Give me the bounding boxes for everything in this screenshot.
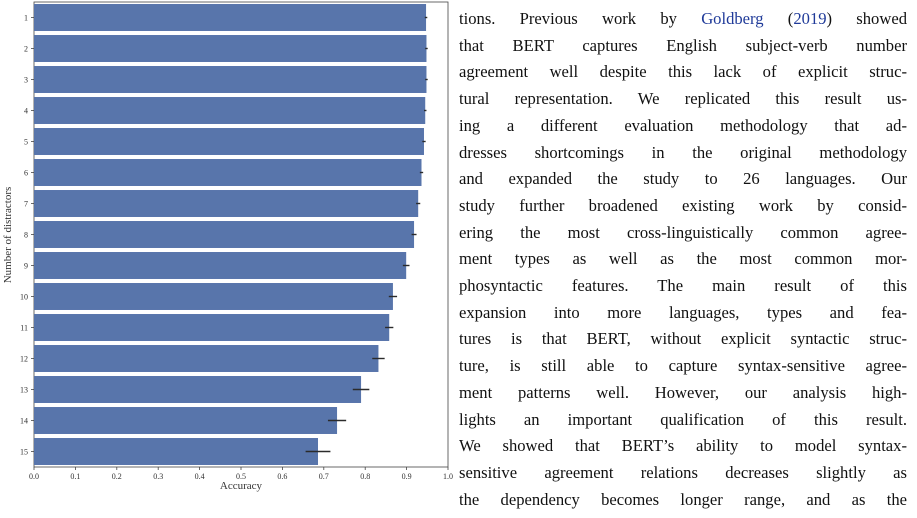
text-span: ment types as well as the most common mo… (459, 249, 907, 269)
text-line: ture, is still able to capture syntax-se… (459, 353, 907, 379)
text-span: ( (763, 9, 794, 28)
text-line: ing a different evaluation methodology t… (459, 113, 907, 139)
text-line: ment types as well as the most common mo… (459, 246, 907, 272)
text-span: tural representation. We replicated this… (459, 89, 907, 109)
y-tick-label: 8 (24, 231, 28, 240)
bar-15 (34, 438, 319, 465)
bar-14 (34, 407, 338, 434)
text-line: dresses shortcomings in the original met… (459, 140, 907, 166)
x-tick-label: 0.8 (360, 472, 370, 481)
x-tick-label: 0.2 (112, 472, 122, 481)
x-tick-labels: 0.0 0.1 0.2 0.3 0.4 0.5 0.6 0.7 0.8 0.9 1.0 (29, 467, 453, 481)
x-tick-label: 0.3 (153, 472, 163, 481)
y-tick-label: 6 (24, 169, 28, 178)
text-span: ering the most cross-linguistically comm… (459, 222, 907, 242)
bar-12 (34, 345, 379, 372)
text-span: ment patterns well. However, our analysi… (459, 382, 907, 402)
y-tick-label: 5 (24, 138, 28, 147)
text-span: ture, is still able to capture syntax-se… (459, 356, 907, 376)
text-line: lights an important qualification of thi… (459, 407, 907, 433)
bar-3 (34, 66, 427, 93)
bar-7 (34, 190, 419, 217)
x-axis-label: Accuracy (220, 480, 263, 492)
text-span: study further broadened existing work by… (459, 195, 907, 215)
x-tick-label: 0.0 (29, 472, 39, 481)
bar-2 (34, 35, 427, 62)
text-span: phosyntactic features. The main result o… (459, 276, 907, 295)
bar-9 (34, 252, 407, 279)
text-span: tions. Previous work by (459, 9, 702, 28)
text-line: the dependency becomes longer range, and… (459, 487, 907, 513)
x-tick-label: 0.9 (402, 472, 412, 481)
text-span: tures is that BERT, without explicit syn… (459, 329, 907, 349)
text-span: that BERT captures English subject-verb … (459, 35, 907, 55)
text-line: study further broadened existing work by… (459, 193, 907, 219)
y-tick-label: 7 (24, 200, 28, 209)
text-span: agreement well despite this lack of expl… (459, 62, 907, 82)
text-line: phosyntactic features. The main result o… (459, 273, 907, 299)
text-line: ment patterns well. However, our analysi… (459, 380, 907, 406)
bar-6 (34, 159, 422, 186)
bar-11 (34, 314, 390, 341)
text-line: expansion into more languages, types and… (459, 300, 907, 326)
text-line: tions. Previous work by Goldberg (2019) … (459, 6, 907, 32)
y-tick-label: 14 (20, 417, 28, 426)
citation-link[interactable]: 2019 (793, 9, 827, 28)
y-axis-label: Number of distractors (2, 187, 14, 284)
bars-group (34, 4, 427, 465)
citation-link[interactable]: Goldberg (701, 9, 764, 28)
text-span: ing a different evaluation methodology t… (459, 115, 907, 135)
y-tick-label: 15 (20, 448, 28, 457)
y-tick-label: 1 (24, 14, 28, 23)
bar-4 (34, 97, 426, 124)
paper-text-column: tions. Previous work by Goldberg (2019) … (455, 0, 911, 518)
text-span: the dependency becomes longer range, and… (459, 489, 907, 509)
y-tick-label: 12 (20, 355, 28, 364)
y-tick-label: 13 (20, 386, 28, 395)
x-tick-label: 1.0 (443, 472, 453, 481)
y-tick-label: 9 (24, 262, 28, 271)
bar-10 (34, 283, 393, 310)
text-line: tural representation. We replicated this… (459, 86, 907, 112)
y-tick-label: 2 (24, 45, 28, 54)
x-tick-label: 0.5 (236, 472, 246, 481)
text-line: tures is that BERT, without explicit syn… (459, 326, 907, 352)
text-span: dresses shortcomings in the original met… (459, 142, 907, 162)
x-tick-label: 0.4 (195, 472, 205, 481)
accuracy-bar-chart: 1 2 3 4 5 6 7 8 9 10 11 12 13 14 15 0.0 0.1 0.2 0.3 0.4 0.5… (0, 0, 455, 500)
text-line: ering the most cross-linguistically comm… (459, 220, 907, 246)
text-span: and expanded the study to 26 languages. … (459, 169, 907, 189)
y-tick-label: 4 (24, 107, 28, 116)
text-span: lights an important qualification of thi… (459, 409, 907, 429)
text-span: expansion into more languages, types and… (459, 302, 907, 322)
y-tick-label: 3 (24, 76, 28, 85)
bar-5 (34, 128, 424, 155)
text-line: sensitive agreement relations decreases … (459, 460, 907, 486)
y-tick-label: 11 (20, 324, 28, 333)
text-span: ) showed (826, 9, 907, 28)
text-span: sensitive agreement relations decreases … (459, 462, 907, 482)
text-line: that BERT captures English subject-verb … (459, 33, 907, 59)
text-line: We showed that BERT’s ability to model s… (459, 433, 907, 459)
x-tick-label: 0.6 (277, 472, 287, 481)
bar-1 (34, 4, 427, 31)
text-line: and expanded the study to 26 languages. … (459, 166, 907, 192)
error-bars-group (305, 16, 428, 453)
text-span: We showed that BERT’s ability to model s… (459, 436, 907, 456)
bar-8 (34, 221, 415, 248)
text-line: agreement well despite this lack of expl… (459, 59, 907, 85)
bar-13 (34, 376, 362, 403)
x-tick-label: 0.7 (319, 472, 329, 481)
y-tick-label: 10 (20, 293, 28, 302)
x-tick-label: 0.1 (70, 472, 80, 481)
